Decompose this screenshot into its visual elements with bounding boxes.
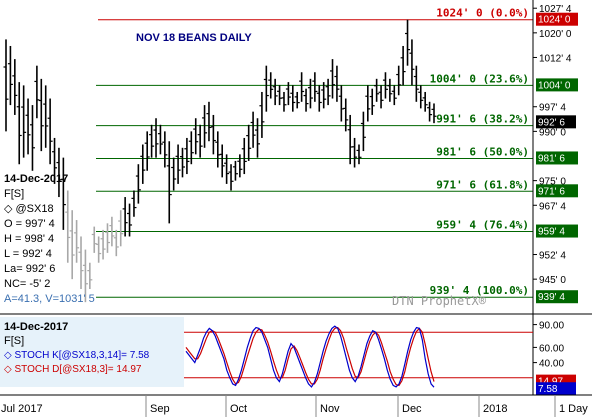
stoch-d-legend: ◇ STOCH D[@SX18,3]= 14.97 (4, 364, 142, 375)
info-high: H = 998' 4 (4, 233, 54, 245)
level-tag-bg (536, 151, 578, 165)
stochastic-tick-label: 90.00 (539, 321, 564, 332)
stoch-k-legend: ◇ STOCH K[@SX18,3,14]= 7.58 (4, 350, 150, 361)
level-label: 991' 6 (38.2%) (436, 113, 529, 126)
stoch-k-label: STOCH K[@SX18,3,14]= 7.58 (14, 350, 149, 361)
info-last: La= 992' 6 (4, 263, 55, 275)
level-tag-bg (536, 290, 578, 304)
level-tag: 981' 6 (538, 153, 565, 164)
stoch-k-tag-bg (536, 382, 576, 396)
watermark: DTN ProphetX® (392, 294, 487, 308)
level-label: 1004' 0 (23.6%) (430, 72, 529, 85)
time-label: Oct (230, 403, 247, 415)
level-tag-bg (536, 78, 578, 92)
price-tick-label: 952' 4 (539, 251, 566, 262)
price-tick-label: 1020' 0 (539, 29, 572, 40)
price-tick-label: 967' 4 (539, 201, 566, 212)
stochastic-legend-bg (0, 317, 184, 387)
diamond-icon: ◇ (4, 350, 14, 361)
level-tag-bg (536, 224, 578, 238)
stochastic-tick-label: 60.00 (539, 343, 564, 354)
info-stats: A=41.3, V=1031' 5 (4, 293, 95, 305)
price-tick-label: 1027' 4 (539, 4, 572, 15)
time-label: 2018 (483, 403, 507, 415)
info-open: O = 997' 4 (4, 218, 55, 230)
info-box: 14-Dec-2017 F[S] ◇ @SX18 O = 997' 4 H = … (4, 173, 95, 305)
info-symbol-text: @SX18 (16, 203, 54, 215)
last-price-tag-bg (536, 115, 576, 129)
last-price-tag: 992' 6 (538, 117, 565, 128)
time-label: Jul 2017 (1, 403, 43, 415)
level-label: 971' 6 (61.8%) (436, 178, 529, 191)
stoch-d-tag: 14.97 (538, 377, 563, 388)
price-tick-label: 975' 0 (539, 177, 566, 188)
diamond-icon: ◇ (4, 364, 14, 375)
price-tick-label: 997' 4 (539, 103, 566, 114)
stoch-k-line (185, 325, 435, 388)
level-label: 1024' 0 (0.0%) (436, 7, 529, 20)
stoch-k-tag: 7.58 (538, 384, 558, 395)
info-date: 14-Dec-2017 (4, 173, 68, 185)
time-label: Nov (320, 403, 340, 415)
level-label: 959' 4 (76.4%) (436, 219, 529, 232)
info-net-change: NC= -5' 2 (4, 278, 50, 290)
level-tag-bg (536, 184, 578, 198)
stochastic-legend: 14-Dec-2017 F[S] ◇ STOCH K[@SX18,3,14]= … (0, 317, 184, 387)
info-symbol: ◇ @SX18 (4, 203, 54, 215)
stochastic-date: 14-Dec-2017 (4, 321, 68, 333)
level-tag: 971' 6 (538, 186, 565, 197)
info-low: L = 992' 4 (4, 248, 52, 260)
time-label: 1 Day (559, 403, 588, 415)
price-tick-label: 990' 0 (539, 127, 566, 138)
level-tag: 959' 4 (538, 227, 565, 238)
price-bars (3, 19, 437, 303)
price-tick-label: 945' 0 (539, 275, 566, 286)
level-tag: 939' 4 (538, 292, 565, 303)
stoch-d-label: STOCH D[@SX18,3]= 14.97 (14, 364, 141, 375)
level-label: 981' 6 (50.0%) (436, 145, 529, 158)
stochastic-symbol-type: F[S] (4, 335, 24, 347)
stoch-d-line (185, 326, 435, 387)
stochastic-tick-label: 40.00 (539, 359, 564, 370)
level-tag: 1004' 0 (538, 80, 571, 91)
info-symbol-type: F[S] (4, 188, 24, 200)
stochastic-panel: 90.00 60.00 40.00 14.977.58 (184, 321, 576, 396)
level-tag: 1024' 0 (538, 15, 571, 26)
time-axis: Jul 2017 Sep Oct Nov Dec 2018 1 Day (1, 395, 588, 417)
chart-title: NOV 18 BEANS DAILY (136, 32, 252, 44)
level-label: 939' 4 (100.0%) (430, 284, 529, 297)
diamond-icon: ◇ (4, 203, 16, 215)
retracement-levels: 1024' 0 (0.0%) 1024' 0 1004' 0 (23.6%) 1004… (96, 7, 578, 304)
price-tick-label: 1012' 4 (539, 53, 572, 64)
level-tag-bg (536, 12, 578, 26)
time-label: Sep (150, 403, 170, 415)
time-label: Dec (402, 403, 422, 415)
